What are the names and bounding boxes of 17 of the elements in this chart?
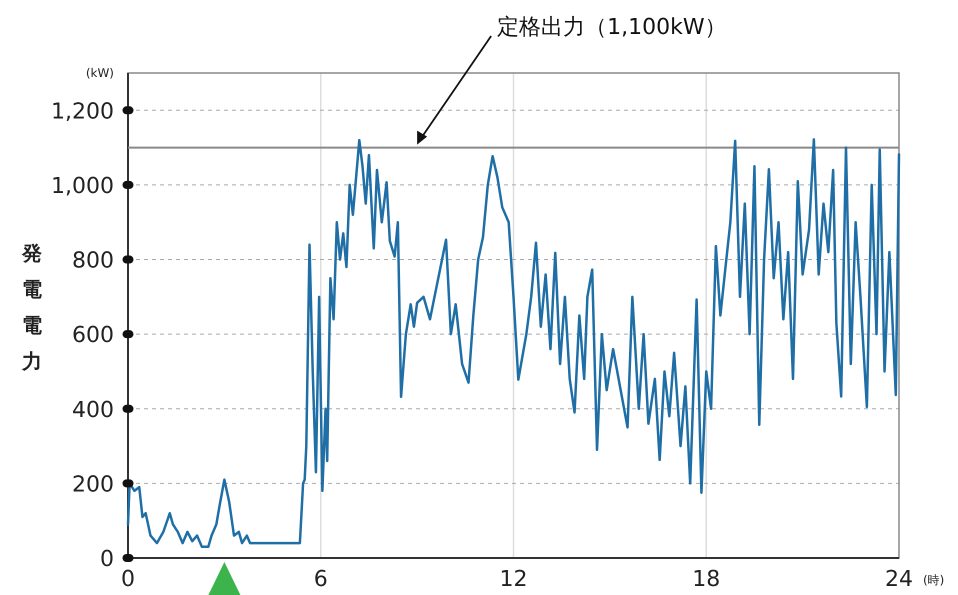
x-tick-label: 24 (885, 567, 913, 592)
x-tick-label: 6 (314, 567, 328, 592)
y-axis-title: 発電電力 (21, 241, 42, 373)
x-tick-label: 12 (500, 567, 528, 592)
y-tick-label: 1,200 (51, 99, 114, 124)
y-tick-label: 800 (72, 248, 114, 274)
x-tick-label: 18 (692, 567, 720, 592)
x-tick-label: 0 (121, 567, 135, 592)
y-tick-label: 200 (72, 472, 114, 498)
text: (kW) (86, 66, 114, 80)
y-tick-label: 400 (72, 398, 114, 423)
y-tick-label: 0 (100, 547, 114, 572)
y-tick-label: 600 (72, 323, 114, 348)
line-series (126, 138, 900, 548)
annotation: 定格出力（1,100kW） (497, 15, 727, 40)
text: (時) (923, 573, 944, 587)
y-tick-label: 1,000 (51, 174, 114, 199)
